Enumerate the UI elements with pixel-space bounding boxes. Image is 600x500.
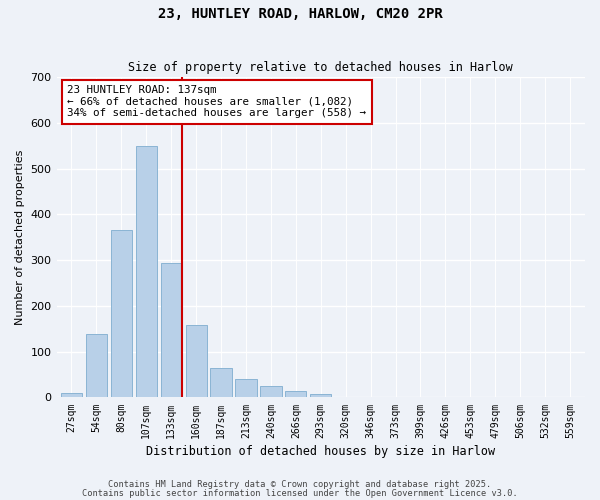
Bar xyxy=(61,394,82,398)
Bar xyxy=(86,334,107,398)
Bar xyxy=(310,394,331,398)
Bar xyxy=(111,230,132,398)
Bar xyxy=(285,392,307,398)
Bar xyxy=(185,324,207,398)
Bar xyxy=(260,386,281,398)
Bar xyxy=(235,379,257,398)
Text: Contains HM Land Registry data © Crown copyright and database right 2025.: Contains HM Land Registry data © Crown c… xyxy=(109,480,491,489)
Title: Size of property relative to detached houses in Harlow: Size of property relative to detached ho… xyxy=(128,62,513,74)
Text: 23, HUNTLEY ROAD, HARLOW, CM20 2PR: 23, HUNTLEY ROAD, HARLOW, CM20 2PR xyxy=(158,8,442,22)
Text: 23 HUNTLEY ROAD: 137sqm
← 66% of detached houses are smaller (1,082)
34% of semi: 23 HUNTLEY ROAD: 137sqm ← 66% of detache… xyxy=(67,85,366,118)
Text: Contains public sector information licensed under the Open Government Licence v3: Contains public sector information licen… xyxy=(82,489,518,498)
Bar xyxy=(161,264,182,398)
Y-axis label: Number of detached properties: Number of detached properties xyxy=(15,150,25,325)
X-axis label: Distribution of detached houses by size in Harlow: Distribution of detached houses by size … xyxy=(146,444,496,458)
Bar xyxy=(211,368,232,398)
Bar xyxy=(136,146,157,398)
